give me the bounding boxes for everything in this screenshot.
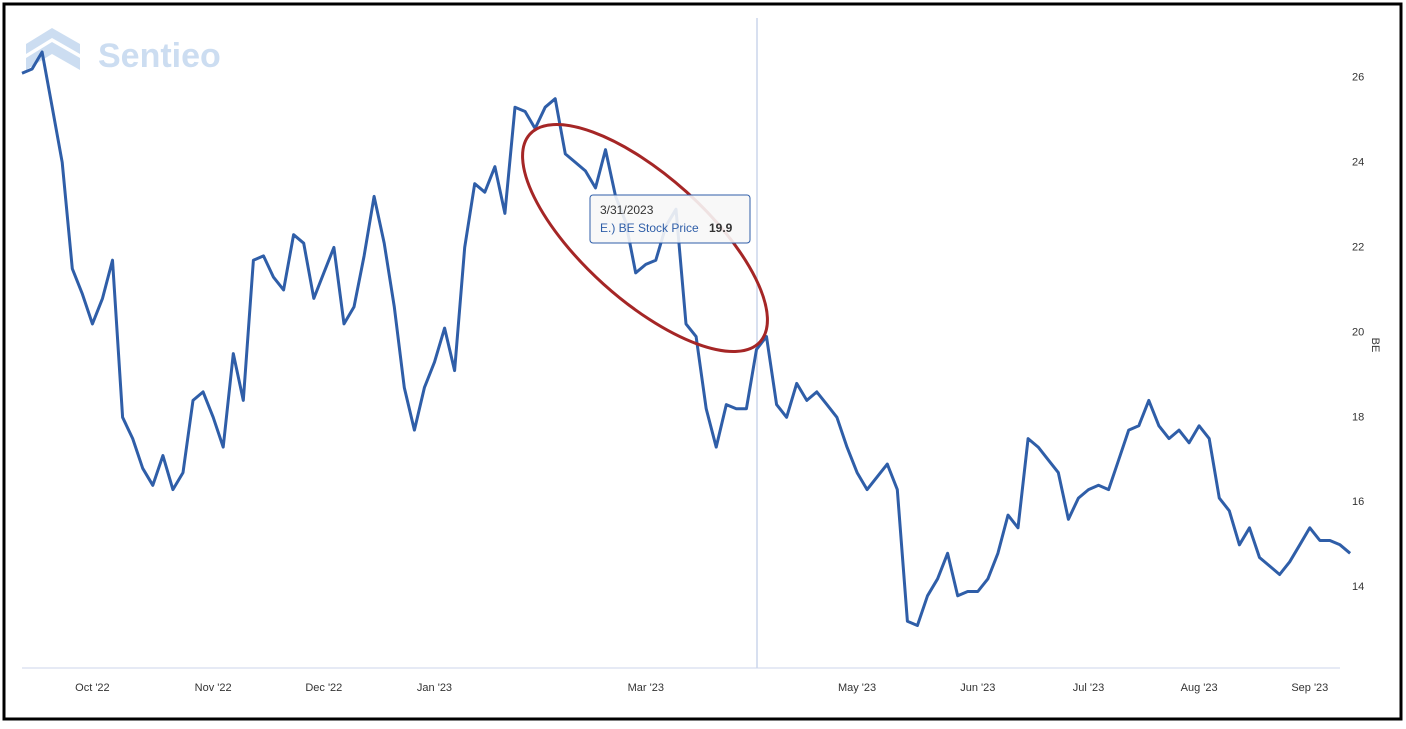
x-tick-label: Mar '23 [628,682,664,694]
tooltip-date: 3/31/2023 [600,203,654,217]
line-series [21,50,1352,627]
y-tick-label: 14 [1352,581,1364,593]
y-tick-label: 16 [1352,496,1364,508]
y-tick-label: 18 [1352,411,1364,423]
x-tick-label: Jan '23 [417,682,452,694]
x-tick-label: Jun '23 [960,682,995,694]
x-tick-label: Sep '23 [1291,682,1328,694]
logo-icon [26,28,80,54]
y-tick-label: 26 [1352,71,1364,83]
tooltip-value: 19.9 [709,221,733,235]
highlight-ellipse [521,123,769,353]
y-tick-label: 20 [1352,326,1364,338]
y-tick-label: 24 [1352,156,1364,168]
tooltip: 3/31/2023 E.) BE Stock Price 19.9 [589,194,751,244]
logo-icon [26,42,80,70]
x-tick-label: May '23 [838,682,876,694]
logo: Sentieo [26,28,221,75]
x-tick-label: Nov '22 [195,682,232,694]
tooltip-box [589,194,751,244]
x-tick-label: Jul '23 [1073,682,1104,694]
x-tick-label: Aug '23 [1181,682,1218,694]
x-tick-label: Oct '22 [75,682,110,694]
plot: 14 16 18 20 22 24 26 Oct '22 Nov '22 Dec '22 Jan '… [21,50,1364,694]
y-tick-label: 22 [1352,241,1364,253]
tooltip-series: E.) BE Stock Price [600,221,699,235]
y-axis-label: BE [1369,338,1381,353]
x-tick-label: Dec '22 [305,682,342,694]
logo-text: Sentieo [98,37,221,75]
